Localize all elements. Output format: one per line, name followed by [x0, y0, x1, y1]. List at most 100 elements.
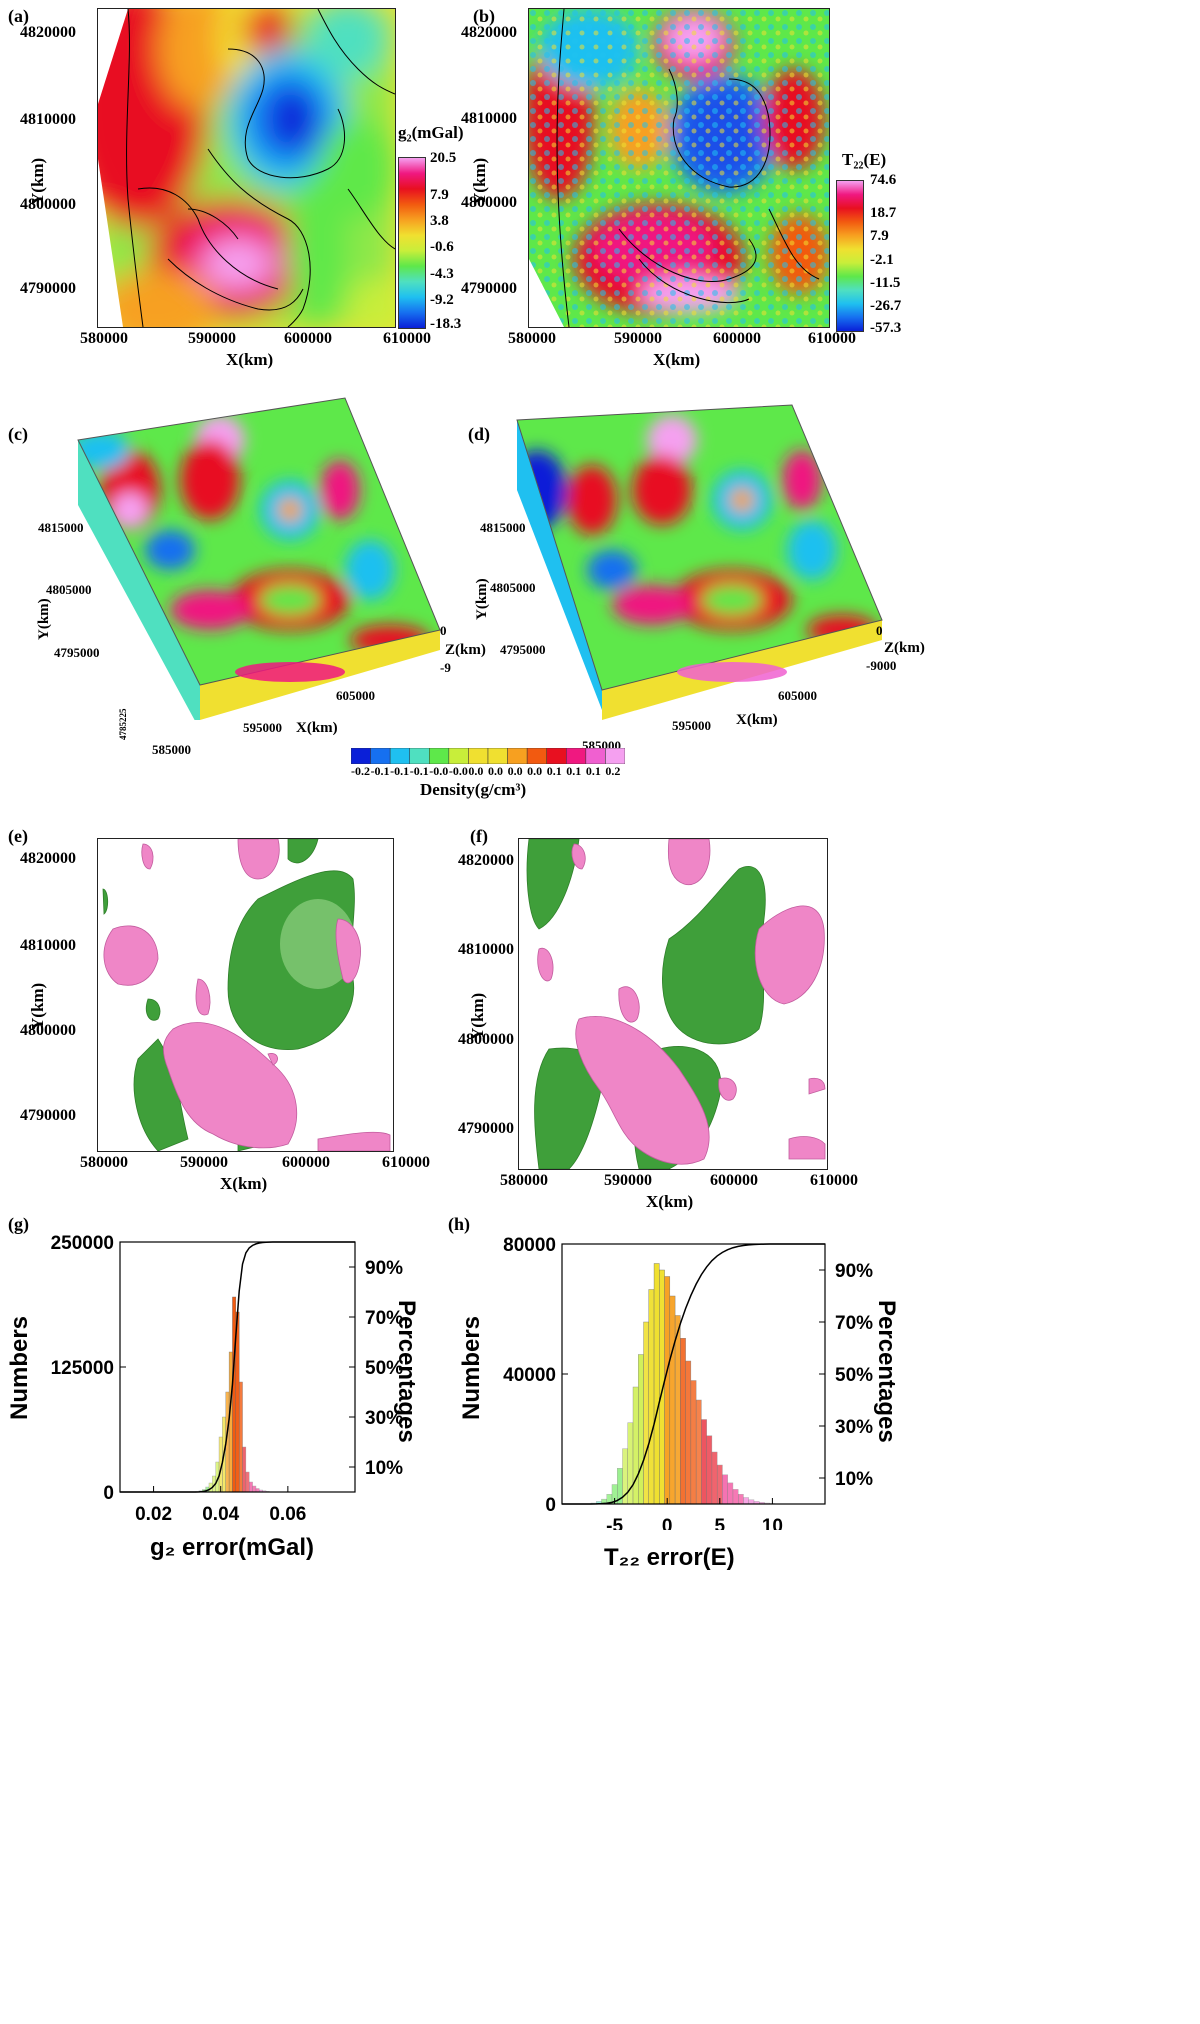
colorbar-swatch — [566, 748, 587, 764]
x-tick: 590000 — [614, 330, 662, 347]
x-axis-label: X(km) — [653, 350, 701, 369]
z-tick: 0 — [440, 623, 447, 638]
colorbar-swatch — [370, 748, 391, 764]
y-tick: 0 — [545, 1495, 556, 1516]
x-tick: 595000 — [243, 720, 282, 735]
histogram-bar — [680, 1338, 686, 1505]
x-tick: 580000 — [508, 330, 556, 347]
colorbar-swatch — [526, 748, 547, 764]
y2-tick: 10% — [835, 1469, 873, 1490]
colorbar-tick: 0.1 — [546, 764, 562, 778]
panel-label: (f) — [470, 826, 488, 846]
y-tick: 125000 — [51, 1358, 114, 1379]
histogram-bar — [238, 1381, 243, 1493]
x-tick: 600000 — [284, 330, 332, 347]
y2-axis-label: Percentages — [873, 1300, 900, 1443]
z-tick: -9 — [440, 660, 451, 675]
y-tick: 4800000 — [458, 1031, 514, 1048]
y-tick: 4790000 — [20, 1107, 76, 1124]
histogram-bar — [228, 1351, 233, 1493]
colorbar-tick: 0.0 — [527, 764, 543, 778]
histogram-bar — [722, 1474, 728, 1505]
x-tick: 610000 — [383, 330, 431, 347]
y-axis-label: Y(km) — [474, 578, 490, 620]
colorbar-tick: -26.7 — [870, 298, 902, 314]
histogram-bar — [685, 1360, 692, 1505]
y-tick: 4800000 — [20, 196, 76, 213]
x-tick: 610000 — [810, 1172, 858, 1189]
colorbar-tick: 0.0 — [468, 764, 484, 778]
colorbar-tick: -18.3 — [430, 316, 462, 332]
y-tick: 4805000 — [46, 582, 92, 597]
colorbar-tick: -0.6 — [430, 239, 454, 255]
panel-label: (g) — [8, 1214, 29, 1234]
colorbar-tick: 0.2 — [605, 764, 621, 778]
x-tick: 610000 — [382, 1154, 430, 1171]
histogram-bar — [232, 1296, 237, 1493]
y2-tick: 90% — [835, 1261, 873, 1282]
colorbar-tick: -11.5 — [870, 275, 901, 291]
y-tick: 4810000 — [20, 937, 76, 954]
density-colorbar — [351, 748, 625, 764]
y-tick: 4790000 — [461, 280, 517, 297]
x-tick: 605000 — [778, 688, 817, 703]
colorbar-tick: -0.1 — [390, 764, 410, 778]
panel-label: (e) — [8, 826, 28, 846]
y-tick: 4810000 — [20, 111, 76, 128]
y2-tick: 30% — [365, 1408, 403, 1429]
z-tick: -9000 — [866, 658, 897, 673]
x-tick: 610000 — [808, 330, 856, 347]
x-tick: 580000 — [80, 1154, 128, 1171]
colorbar-tick: -0.2 — [351, 764, 370, 778]
colorbar-title: T₂₂(E) — [842, 150, 887, 169]
panel-label: (b) — [473, 6, 495, 26]
tzz-error-histogram: -5 0 5 10 0 40000 80000 10% 30% 50% 70% 90% — [503, 1235, 873, 1530]
x-tick: 590000 — [180, 1154, 228, 1171]
histogram-bar — [648, 1289, 655, 1505]
histogram-bar — [743, 1497, 749, 1505]
gz-anomaly-map — [97, 8, 396, 328]
tzz-anomaly-map — [528, 8, 830, 328]
y-axis-label: Numbers — [458, 1315, 485, 1420]
y-tick: 4805000 — [490, 580, 536, 595]
y-axis-label: Numbers — [6, 1315, 33, 1420]
y-axis-label: Y(km) — [468, 992, 487, 1040]
x-tick: 600000 — [710, 1172, 758, 1189]
y2-tick: 30% — [835, 1417, 873, 1438]
y-axis-label: Y(km) — [470, 157, 489, 205]
colorbar-swatch — [546, 748, 567, 764]
colorbar-tick: 0.0 — [507, 764, 523, 778]
y2-tick: 50% — [835, 1365, 873, 1386]
histogram-bar — [690, 1380, 697, 1505]
y-tick: 4790000 — [458, 1120, 514, 1137]
histogram-bar — [711, 1451, 718, 1505]
histogram-bar — [727, 1482, 734, 1505]
x-axis-label: X(km) — [736, 712, 778, 728]
panel-label: (h) — [448, 1214, 470, 1234]
y2-tick: 50% — [365, 1358, 403, 1379]
colorbar-tick: 18.7 — [870, 205, 897, 221]
x-tick: 0.04 — [202, 1504, 239, 1520]
y2-axis-label: Percentages — [393, 1300, 420, 1443]
colorbar-tick: 74.6 — [870, 172, 897, 188]
colorbar-tick: 0.0 — [488, 764, 503, 778]
x-tick: 585000 — [152, 742, 191, 757]
y-tick: 4815000 — [480, 520, 526, 535]
x-tick: 580000 — [500, 1172, 548, 1189]
y2-tick: 70% — [835, 1313, 873, 1334]
density-colorbar-title: Density(g/cm³) — [420, 780, 527, 799]
gz-colorbar — [398, 157, 426, 329]
colorbar-title: g₂(mGal) — [398, 123, 464, 142]
panel-label: (d) — [468, 424, 490, 444]
y2-tick: 10% — [365, 1458, 403, 1479]
colorbar-swatch — [605, 748, 625, 764]
histogram-bar — [738, 1494, 744, 1505]
histogram-bar — [701, 1419, 707, 1505]
histogram-bar — [643, 1321, 649, 1505]
y-tick: 4810000 — [461, 110, 517, 127]
density-block-c — [77, 397, 441, 720]
colorbar-tick: -0.0 — [448, 764, 468, 778]
cumulative-curve — [120, 1241, 355, 1493]
histogram-bar — [664, 1276, 671, 1505]
y-tick: 4795000 — [54, 645, 100, 660]
